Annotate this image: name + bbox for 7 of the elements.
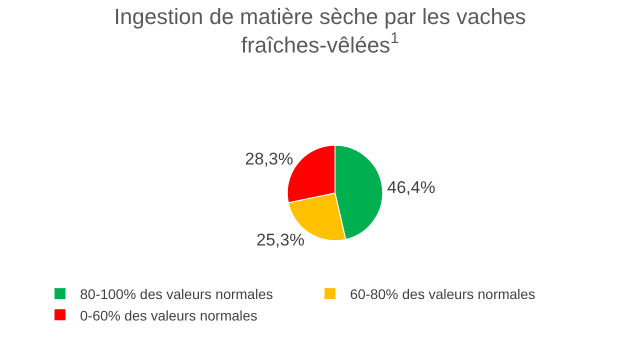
- chart-title: Ingestion de matière sèche par les vaches fraîches-vêlées$^{1}$: [114, 4, 526, 58]
- legend-label: 60-80% des valeurs normales: [350, 286, 536, 302]
- data-label: 25,3%: [256, 230, 305, 250]
- legend-label: 80-100% des valeurs normales: [80, 286, 273, 302]
- data-label: 46,4%: [387, 178, 436, 197]
- data-label: 28,3%: [245, 150, 294, 169]
- legend-label: 0-60% des valeurs normales: [80, 307, 258, 324]
